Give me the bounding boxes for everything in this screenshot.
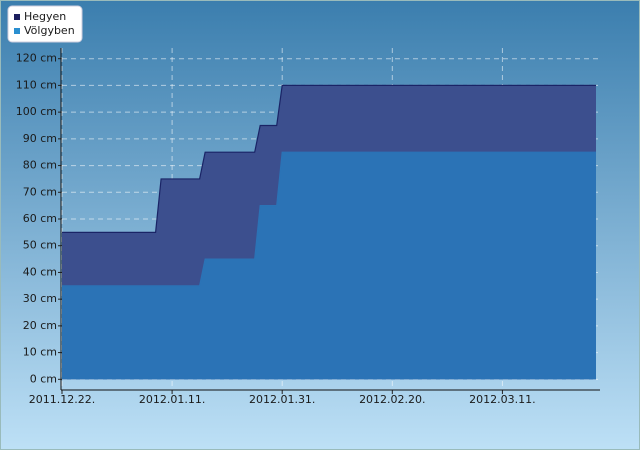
legend-label: Völgyben bbox=[24, 24, 75, 37]
y-tick-label: 40 cm bbox=[23, 265, 57, 278]
y-tick-label: 10 cm bbox=[23, 346, 57, 359]
area-line bbox=[62, 151, 596, 287]
x-tick-label: 2012.01.11. bbox=[139, 393, 205, 406]
y-tick-label: 110 cm bbox=[16, 78, 57, 91]
y-tick-label: 50 cm bbox=[23, 239, 57, 252]
y-tick-label: 80 cm bbox=[23, 159, 57, 172]
y-tick-label: 60 cm bbox=[23, 212, 57, 225]
y-tick-label: 90 cm bbox=[23, 132, 57, 145]
y-tick-label: 20 cm bbox=[23, 319, 57, 332]
x-tick-label: 2011.12.22. bbox=[29, 393, 95, 406]
x-tick-label: 2012.03.11. bbox=[469, 393, 535, 406]
x-tick-label: 2012.02.20. bbox=[359, 393, 425, 406]
y-tick-label: 30 cm bbox=[23, 292, 57, 305]
y-tick-label: 70 cm bbox=[23, 185, 57, 198]
area bbox=[62, 152, 596, 380]
legend-swatch bbox=[14, 28, 20, 34]
y-tick-label: 0 cm bbox=[30, 372, 57, 385]
legend-swatch bbox=[14, 14, 20, 20]
x-tick-label: 2012.01.31. bbox=[249, 393, 315, 406]
y-tick-label: 100 cm bbox=[16, 105, 57, 118]
legend-box bbox=[7, 5, 83, 43]
y-tick-label: 120 cm bbox=[16, 52, 57, 65]
area-line bbox=[62, 84, 596, 233]
legend-label: Hegyen bbox=[24, 10, 66, 23]
